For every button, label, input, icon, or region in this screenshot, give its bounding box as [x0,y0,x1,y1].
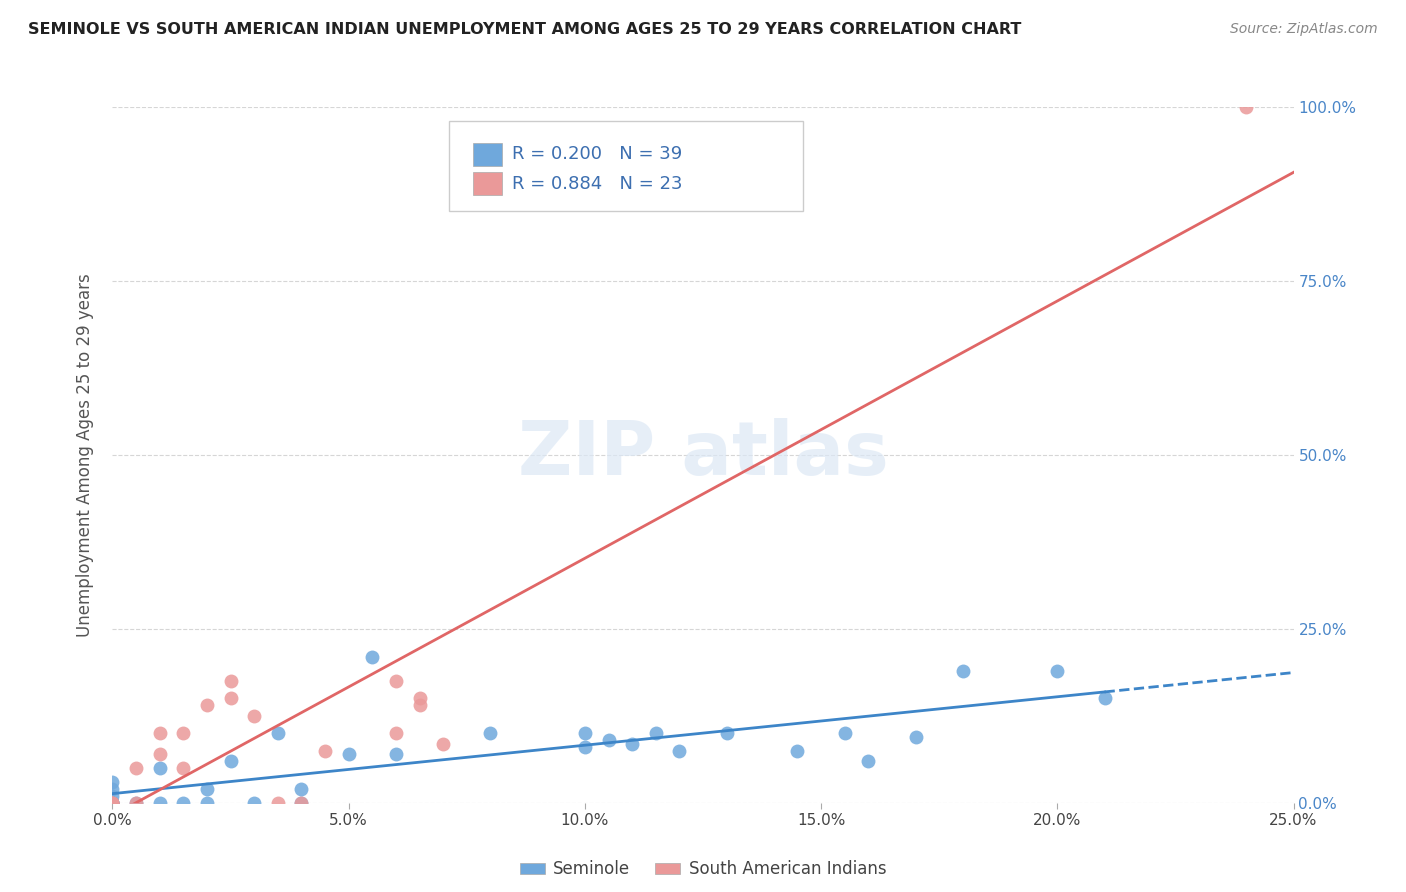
Point [1094,691,1116,706]
Point [385,726,408,740]
Point [290,796,312,810]
Point [1046,664,1069,678]
Point [574,726,596,740]
Point [1234,100,1257,114]
Point [644,726,666,740]
Point [149,761,172,775]
Point [125,796,148,810]
Point [337,747,360,761]
Text: Source: ZipAtlas.com: Source: ZipAtlas.com [1230,22,1378,37]
Point [195,781,218,796]
Point [172,726,194,740]
Point [786,744,808,758]
Point [101,796,124,810]
Text: ZIP atlas: ZIP atlas [517,418,889,491]
Point [904,730,927,744]
Point [385,747,408,761]
Point [219,674,242,689]
Point [101,796,124,810]
Point [408,698,430,713]
Point [101,796,124,810]
Point [149,747,172,761]
Point [125,761,148,775]
Point [101,775,124,789]
Point [952,664,974,678]
Point [125,796,148,810]
Point [172,796,194,810]
FancyBboxPatch shape [472,172,502,195]
Point [219,691,242,706]
Point [101,796,124,810]
Point [149,726,172,740]
Point [101,796,124,810]
Point [243,796,266,810]
Point [834,726,856,740]
Y-axis label: Unemployment Among Ages 25 to 29 years: Unemployment Among Ages 25 to 29 years [76,273,94,637]
Point [101,781,124,796]
Point [267,796,290,810]
Point [243,708,266,723]
FancyBboxPatch shape [472,144,502,166]
Point [314,744,336,758]
Point [290,796,312,810]
Point [195,698,218,713]
Point [149,796,172,810]
Point [598,733,620,747]
Point [195,796,218,810]
Point [101,796,124,810]
Point [361,649,384,664]
Point [290,781,312,796]
Point [432,737,454,751]
Point [219,754,242,768]
Point [172,761,194,775]
FancyBboxPatch shape [449,121,803,211]
Point [858,754,880,768]
Point [408,691,430,706]
Point [267,726,290,740]
Point [385,674,408,689]
Text: R = 0.200   N = 39: R = 0.200 N = 39 [512,145,682,163]
Point [101,796,124,810]
Point [668,744,690,758]
Point [101,796,124,810]
Point [621,737,644,751]
Text: R = 0.884   N = 23: R = 0.884 N = 23 [512,175,682,193]
Point [101,789,124,803]
Legend: Seminole, South American Indians: Seminole, South American Indians [513,854,893,885]
Point [101,796,124,810]
Point [574,740,596,755]
Point [101,796,124,810]
Point [479,726,502,740]
Point [716,726,738,740]
Point [101,796,124,810]
Text: SEMINOLE VS SOUTH AMERICAN INDIAN UNEMPLOYMENT AMONG AGES 25 TO 29 YEARS CORRELA: SEMINOLE VS SOUTH AMERICAN INDIAN UNEMPL… [28,22,1022,37]
